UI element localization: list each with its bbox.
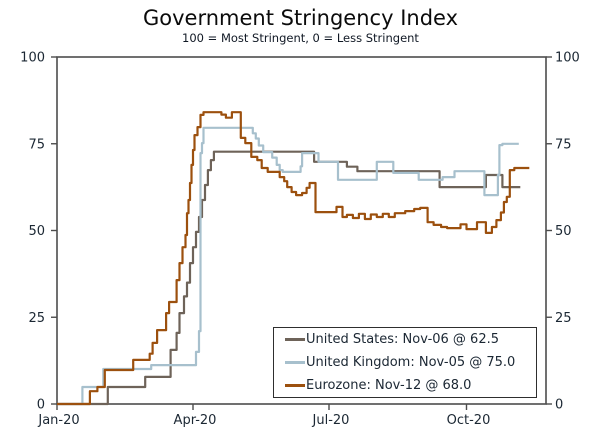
- y-tick-label-right: 100: [555, 51, 580, 66]
- y-tick-label-left: 100: [20, 51, 45, 66]
- legend-line-swatch: [285, 338, 305, 341]
- legend: United States: Nov-06 @ 62.5 United Kingd…: [273, 327, 537, 398]
- y-tick-label-right: 25: [555, 311, 572, 326]
- chart-subtitle: 100 = Most Stringent, 0 = Less Stringent: [182, 31, 419, 45]
- y-tick-label-right: 50: [555, 224, 572, 239]
- series-line-eurozone: [57, 111, 530, 406]
- y-tick-label-right: 0: [555, 398, 563, 413]
- series-line-united-kingdom: [57, 126, 519, 406]
- legend-label: Eurozone: Nov-12 @ 68.0: [306, 378, 472, 393]
- legend-item: Eurozone: Nov-12 @ 68.0: [285, 374, 536, 397]
- x-tick-label: Oct-20: [447, 413, 491, 428]
- legend-label: United Kingdom: Nov-05 @ 75.0: [306, 355, 516, 370]
- y-tick-label-left: 0: [37, 398, 45, 413]
- chart-title: Government Stringency Index: [143, 6, 458, 30]
- y-tick-label-left: 75: [28, 137, 45, 152]
- legend-label: United States: Nov-06 @ 62.5: [306, 332, 500, 347]
- y-tick-label-left: 50: [28, 224, 45, 239]
- legend-item: United Kingdom: Nov-05 @ 75.0: [285, 351, 536, 374]
- legend-line-swatch: [285, 361, 305, 364]
- x-tick-label: Apr-20: [174, 413, 217, 428]
- x-tick-label: Jan-20: [37, 413, 79, 428]
- y-tick-label-right: 75: [555, 137, 572, 152]
- legend-item: United States: Nov-06 @ 62.5: [285, 328, 536, 351]
- y-tick-label-left: 25: [28, 311, 45, 326]
- x-tick-label: Jul-20: [312, 413, 350, 428]
- legend-line-swatch: [285, 384, 305, 387]
